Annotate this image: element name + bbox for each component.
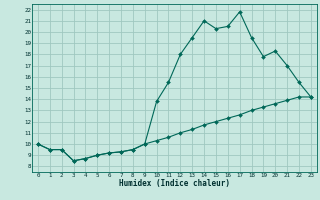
X-axis label: Humidex (Indice chaleur): Humidex (Indice chaleur) [119, 179, 230, 188]
